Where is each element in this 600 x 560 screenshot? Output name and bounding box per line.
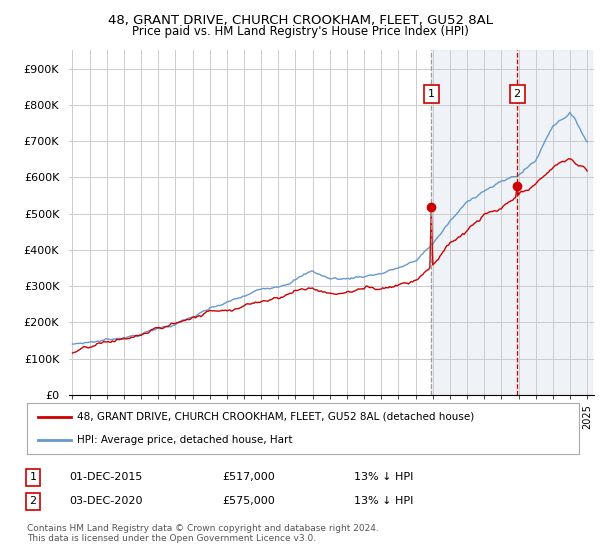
Text: Contains HM Land Registry data © Crown copyright and database right 2024.
This d: Contains HM Land Registry data © Crown c… bbox=[27, 524, 379, 543]
Text: £517,000: £517,000 bbox=[222, 472, 275, 482]
Text: 13% ↓ HPI: 13% ↓ HPI bbox=[354, 472, 413, 482]
Text: 1: 1 bbox=[29, 472, 37, 482]
Bar bbox=[431, 50, 592, 395]
Text: Price paid vs. HM Land Registry's House Price Index (HPI): Price paid vs. HM Land Registry's House … bbox=[131, 25, 469, 38]
Text: 48, GRANT DRIVE, CHURCH CROOKHAM, FLEET, GU52 8AL: 48, GRANT DRIVE, CHURCH CROOKHAM, FLEET,… bbox=[107, 14, 493, 27]
Text: 13% ↓ HPI: 13% ↓ HPI bbox=[354, 496, 413, 506]
Text: 1: 1 bbox=[428, 89, 435, 99]
Text: 03-DEC-2020: 03-DEC-2020 bbox=[69, 496, 143, 506]
Text: 2: 2 bbox=[514, 89, 521, 99]
Text: 01-DEC-2015: 01-DEC-2015 bbox=[69, 472, 142, 482]
Text: 2: 2 bbox=[29, 496, 37, 506]
Text: HPI: Average price, detached house, Hart: HPI: Average price, detached house, Hart bbox=[77, 435, 292, 445]
Text: £575,000: £575,000 bbox=[222, 496, 275, 506]
Text: 48, GRANT DRIVE, CHURCH CROOKHAM, FLEET, GU52 8AL (detached house): 48, GRANT DRIVE, CHURCH CROOKHAM, FLEET,… bbox=[77, 412, 474, 422]
